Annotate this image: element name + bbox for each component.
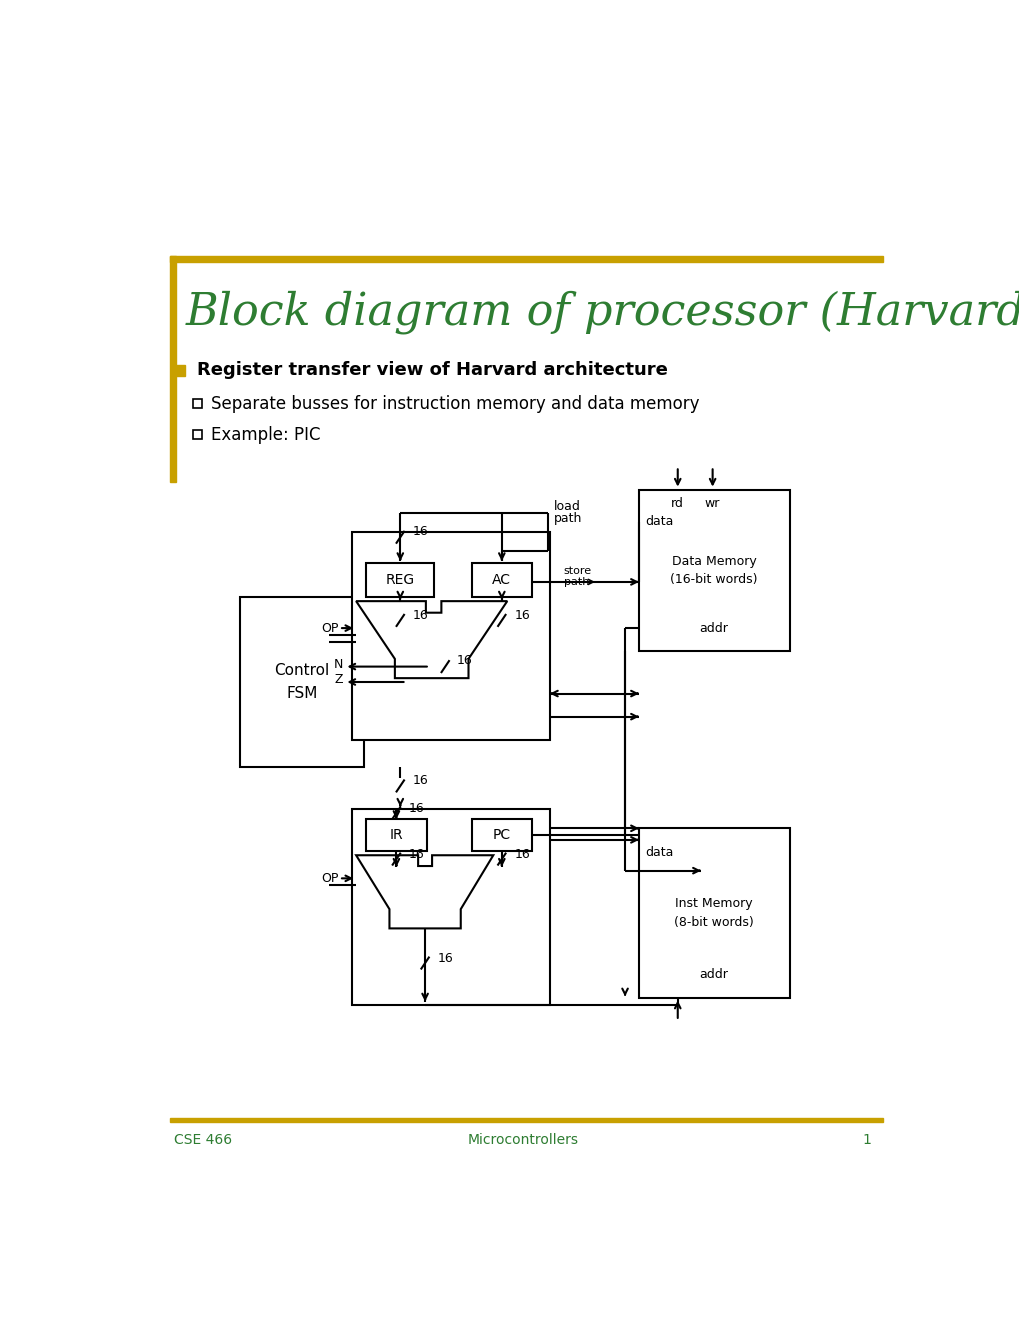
Text: rd: rd <box>671 496 684 510</box>
Bar <box>366 818 426 851</box>
Bar <box>194 430 202 438</box>
Text: addr: addr <box>699 622 728 635</box>
Text: data: data <box>645 515 673 528</box>
Text: IR: IR <box>389 828 403 842</box>
Text: 16: 16 <box>514 609 530 622</box>
Text: 16: 16 <box>409 847 424 861</box>
Bar <box>638 490 790 651</box>
Text: Example: PIC: Example: PIC <box>211 426 320 444</box>
Text: OP: OP <box>321 871 338 884</box>
Bar <box>471 562 532 598</box>
Text: Data Memory: Data Memory <box>672 554 756 568</box>
Text: 16: 16 <box>413 525 428 539</box>
Bar <box>352 809 549 1006</box>
Text: Inst Memory: Inst Memory <box>675 898 752 911</box>
Text: Z: Z <box>334 673 342 686</box>
Text: 16: 16 <box>457 653 472 667</box>
Polygon shape <box>356 601 506 678</box>
Text: path: path <box>564 577 589 587</box>
Text: REG: REG <box>385 573 415 587</box>
Text: CSE 466: CSE 466 <box>174 1133 232 1147</box>
Text: (8-bit words): (8-bit words) <box>674 916 753 929</box>
Text: FSM: FSM <box>286 686 317 701</box>
Text: 16: 16 <box>437 952 452 965</box>
Text: Microcontrollers: Microcontrollers <box>467 1133 578 1147</box>
Bar <box>366 562 434 598</box>
Text: 16: 16 <box>413 609 428 622</box>
Text: Register transfer view of Harvard architecture: Register transfer view of Harvard archit… <box>197 362 667 379</box>
Bar <box>170 256 176 482</box>
Bar <box>170 256 882 263</box>
Bar <box>170 1118 882 1122</box>
Text: Block diagram of processor (Harvard): Block diagram of processor (Harvard) <box>185 290 1019 334</box>
Text: (16-bit words): (16-bit words) <box>669 573 757 586</box>
Text: data: data <box>645 846 673 859</box>
Text: load: load <box>553 500 580 513</box>
Polygon shape <box>356 855 493 928</box>
Text: 16: 16 <box>413 774 428 787</box>
Text: store: store <box>562 566 590 576</box>
Bar <box>471 818 532 851</box>
Text: path: path <box>553 512 582 525</box>
Bar <box>194 400 202 408</box>
Bar <box>352 532 549 739</box>
Text: addr: addr <box>699 968 728 981</box>
Text: AC: AC <box>492 573 511 587</box>
Text: 16: 16 <box>409 801 424 814</box>
Bar <box>174 364 184 376</box>
Text: 1: 1 <box>862 1133 870 1147</box>
Text: OP: OP <box>321 622 338 635</box>
Text: wr: wr <box>704 496 719 510</box>
Text: Control: Control <box>274 663 329 678</box>
Bar <box>239 597 364 767</box>
Bar <box>638 829 790 998</box>
Text: PC: PC <box>492 828 511 842</box>
Text: Separate busses for instruction memory and data memory: Separate busses for instruction memory a… <box>211 395 699 413</box>
Text: N: N <box>333 657 342 671</box>
Text: 16: 16 <box>514 847 530 861</box>
